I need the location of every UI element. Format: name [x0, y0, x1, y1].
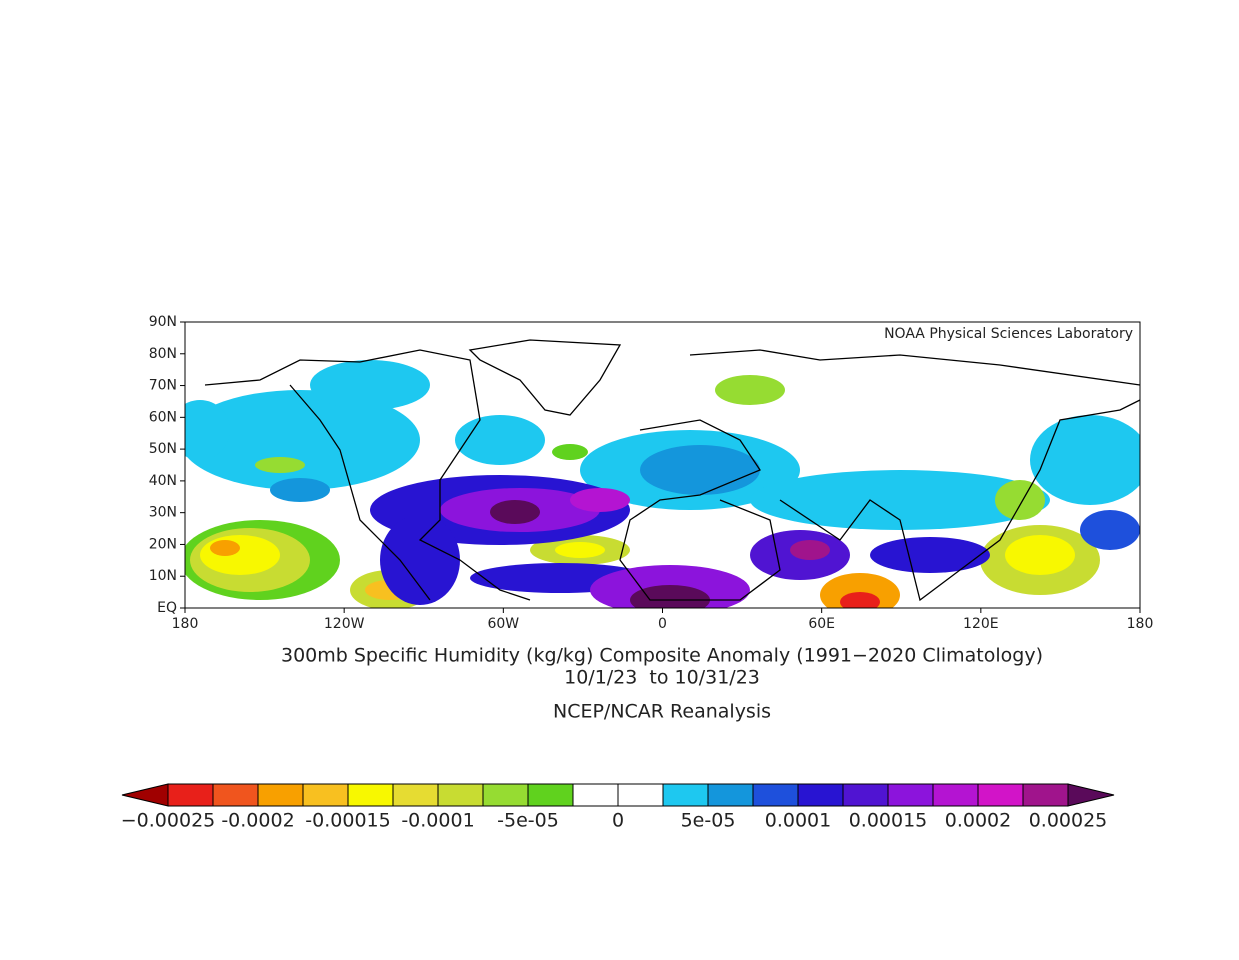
- colorbar-label: 0.00015: [849, 810, 928, 832]
- colorbar-box: [392, 783, 439, 807]
- colorbar-label: 0.0002: [945, 810, 1011, 832]
- y-tick-label: 70N: [149, 378, 177, 394]
- x-tick-label: 180: [172, 616, 199, 632]
- y-tick-label: 50N: [149, 441, 177, 457]
- colorbar-label: 5e-05: [681, 810, 736, 832]
- x-tick-label: 180: [1127, 616, 1154, 632]
- x-tick-label: 120W: [324, 616, 365, 632]
- colorbar-label: -5e-05: [497, 810, 559, 832]
- colorbar-box: [527, 783, 574, 807]
- y-tick-label: 40N: [149, 473, 177, 489]
- colorbar-box: [437, 783, 484, 807]
- colorbar-box: [662, 783, 709, 807]
- colorbar-box: [797, 783, 844, 807]
- caption-title: 300mb Specific Humidity (kg/kg) Composit…: [281, 645, 1043, 667]
- colorbar-label: 0.0001: [765, 810, 831, 832]
- coastlines: [204, 339, 1141, 602]
- x-tick-label: 60E: [808, 616, 835, 632]
- colorbar-box: [617, 783, 664, 807]
- caption-dates: 10/1/23 to 10/31/23: [564, 667, 760, 689]
- anomaly-field: [185, 360, 1140, 608]
- colorbar-arrow: [1067, 783, 1115, 807]
- colorbar-box: [842, 783, 889, 807]
- colorbar-box: [932, 783, 979, 807]
- caption-source: NCEP/NCAR Reanalysis: [553, 701, 771, 723]
- colorbar-box: [572, 783, 619, 807]
- map-credit: NOAA Physical Sciences Laboratory: [884, 326, 1133, 342]
- colorbar-label: -0.00015: [305, 810, 390, 832]
- y-tick-label: EQ: [157, 600, 177, 616]
- colorbar-label: 0.00025: [1029, 810, 1108, 832]
- colorbar-box: [212, 783, 259, 807]
- x-tick-label: 0: [658, 616, 667, 632]
- x-tick-label: 120E: [963, 616, 999, 632]
- y-tick-label: 20N: [149, 536, 177, 552]
- colorbar-box: [167, 783, 214, 807]
- y-tick-label: 60N: [149, 409, 177, 425]
- colorbar-label: 0: [612, 810, 624, 832]
- colorbar-box: [707, 783, 754, 807]
- x-tick-label: 60W: [487, 616, 519, 632]
- y-tick-label: 10N: [149, 568, 177, 584]
- colorbar-box: [977, 783, 1024, 807]
- y-tick-label: 80N: [149, 346, 177, 362]
- y-tick-label: 30N: [149, 505, 177, 521]
- colorbar-box: [752, 783, 799, 807]
- colorbar-label: −0.00025: [121, 810, 216, 832]
- colorbar-box: [482, 783, 529, 807]
- colorbar-label: -0.0001: [401, 810, 474, 832]
- colorbar-box: [347, 783, 394, 807]
- colorbar-box: [257, 783, 304, 807]
- y-tick-label: 90N: [149, 314, 177, 330]
- colorbar-label: -0.0002: [221, 810, 294, 832]
- colorbar-box: [1022, 783, 1069, 807]
- colorbar-box: [302, 783, 349, 807]
- colorbar-arrow: [121, 783, 169, 807]
- colorbar-box: [887, 783, 934, 807]
